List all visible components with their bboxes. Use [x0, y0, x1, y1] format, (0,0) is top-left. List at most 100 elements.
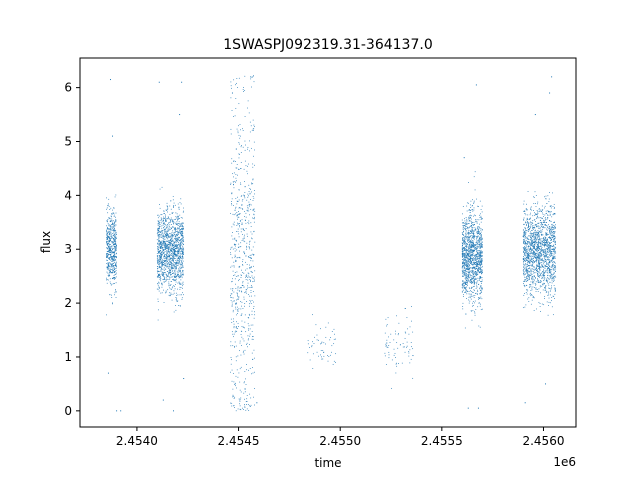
data-point: [109, 269, 111, 271]
data-point: [553, 278, 555, 280]
data-point: [524, 237, 526, 239]
data-point: [533, 250, 534, 252]
data-point: [466, 228, 468, 229]
data-point: [473, 244, 475, 246]
data-point: [240, 231, 242, 233]
data-point: [461, 270, 463, 272]
data-point: [547, 251, 549, 253]
data-point: [536, 231, 538, 233]
data-point: [481, 257, 483, 259]
data-point: [237, 228, 239, 230]
data-point: [179, 305, 181, 307]
data-point: [313, 343, 315, 344]
data-point: [537, 257, 539, 259]
data-point: [467, 265, 469, 267]
data-point: [106, 263, 108, 264]
data-point: [171, 224, 172, 225]
data-point: [464, 282, 466, 284]
data-point: [106, 208, 107, 210]
data-point: [250, 324, 252, 326]
data-point: [158, 244, 159, 246]
data-point: [528, 225, 529, 227]
data-point: [177, 217, 179, 219]
data-point: [552, 236, 553, 238]
data-point: [113, 240, 115, 242]
data-point: [248, 325, 250, 327]
data-point: [464, 270, 466, 272]
data-point: [175, 249, 176, 251]
data-point: [546, 269, 548, 271]
data-point: [465, 226, 466, 227]
data-point: [181, 228, 182, 230]
data-point: [245, 165, 247, 167]
data-point: [162, 223, 164, 225]
data-point: [232, 173, 234, 175]
data-point: [112, 245, 114, 247]
data-point: [469, 250, 471, 252]
data-point: [474, 262, 476, 264]
data-point: [233, 183, 234, 185]
data-point: [177, 274, 179, 275]
data-point: [466, 268, 467, 270]
data-point: [170, 294, 172, 295]
data-point: [476, 237, 478, 239]
data-point: [409, 326, 411, 328]
data-point: [235, 276, 237, 277]
data-point: [334, 333, 335, 335]
data-point: [312, 368, 314, 369]
data-point: [235, 302, 237, 304]
data-point: [115, 221, 117, 223]
data-point: [465, 234, 467, 235]
data-point: [533, 246, 535, 248]
data-point: [107, 234, 109, 236]
data-point: [168, 236, 170, 238]
data-point: [465, 232, 467, 234]
data-point: [172, 252, 174, 254]
data-point: [540, 310, 541, 312]
data-point: [166, 232, 167, 234]
data-point: [475, 309, 477, 310]
data-point: [523, 242, 525, 244]
data-point: [472, 222, 473, 223]
data-point: [236, 331, 238, 332]
data-point: [168, 275, 169, 277]
data-point: [478, 240, 480, 242]
data-point: [234, 247, 236, 249]
data-point: [473, 275, 475, 277]
data-point: [181, 238, 183, 240]
data-point: [182, 211, 184, 213]
data-point: [231, 192, 233, 194]
data-point: [106, 242, 108, 244]
data-point: [325, 343, 326, 345]
data-point: [243, 382, 245, 384]
data-point: [479, 293, 481, 295]
data-point: [463, 255, 465, 257]
data-point: [530, 244, 532, 246]
data-point: [471, 205, 473, 207]
data-point: [251, 182, 252, 184]
data-point: [162, 242, 163, 244]
data-point: [239, 340, 241, 342]
data-point: [550, 251, 552, 253]
data-point: [162, 244, 163, 246]
data-point: [179, 245, 181, 247]
data-point: [524, 255, 526, 257]
data-point: [469, 256, 471, 257]
data-point: [467, 257, 469, 259]
data-point: [163, 234, 164, 236]
data-point: [247, 107, 248, 109]
data-point: [165, 268, 167, 270]
data-point: [158, 237, 160, 239]
data-point: [543, 245, 545, 247]
data-point: [465, 271, 467, 272]
data-point: [468, 220, 470, 222]
data-point: [479, 254, 481, 255]
data-point: [181, 262, 183, 264]
data-point: [159, 259, 161, 261]
data-point: [325, 326, 327, 328]
data-point: [110, 229, 111, 231]
data-point: [467, 249, 469, 251]
data-point: [230, 81, 232, 83]
data-point: [175, 229, 176, 230]
data-point: [181, 217, 183, 219]
